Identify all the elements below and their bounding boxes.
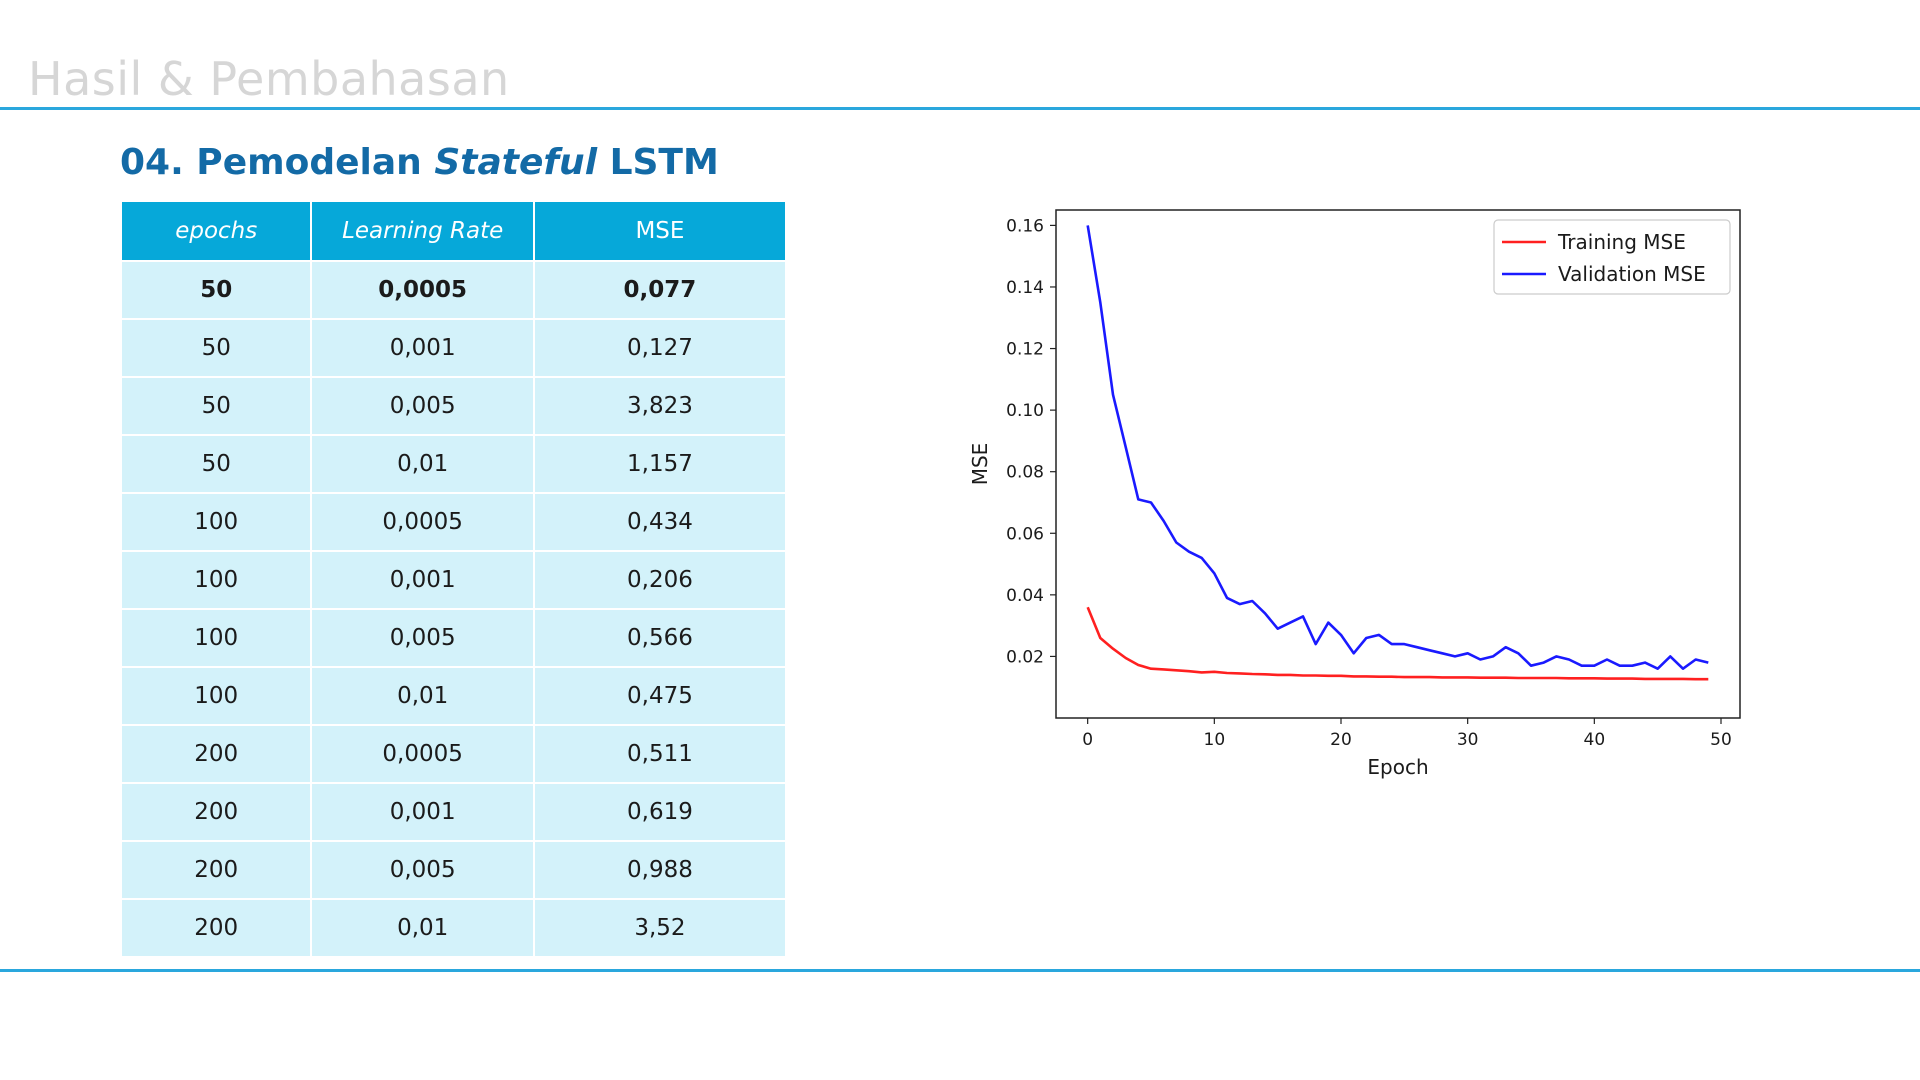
cell-learning-rate: 0,001 — [310, 318, 535, 378]
heading-italic: Stateful — [434, 142, 598, 183]
cell-learning-rate: 0,005 — [310, 840, 535, 900]
header-epochs: epochs — [119, 200, 313, 262]
cell-learning-rate: 0,01 — [310, 434, 535, 494]
cell-learning-rate: 0,0005 — [310, 724, 535, 784]
header-mse: MSE — [532, 200, 788, 262]
series-line-validation-mse — [1086, 225, 1709, 671]
table-row: 50 0,01 1,157 — [119, 434, 788, 494]
legend-label: Validation MSE — [1558, 262, 1706, 286]
cell-learning-rate: 0,005 — [310, 376, 535, 436]
series-line-training-mse — [1086, 606, 1709, 681]
cell-mse: 3,52 — [532, 898, 788, 958]
cell-epochs: 200 — [119, 898, 313, 958]
table-header-row: epochs Learning Rate MSE — [119, 200, 788, 262]
x-tick-label: 50 — [1710, 730, 1732, 750]
table-row: 200 0,0005 0,511 — [119, 724, 788, 784]
x-tick-label: 0 — [1082, 730, 1093, 750]
cell-epochs: 50 — [119, 434, 313, 494]
cell-epochs: 50 — [119, 376, 313, 436]
cell-mse: 0,988 — [532, 840, 788, 900]
cell-mse: 0,566 — [532, 608, 788, 668]
cell-mse: 0,077 — [532, 260, 788, 320]
cell-epochs: 200 — [119, 782, 313, 842]
cell-mse: 1,157 — [532, 434, 788, 494]
heading-prefix: 04. Pemodelan — [120, 142, 435, 183]
x-axis-label: Epoch — [1367, 755, 1428, 779]
x-tick-label: 30 — [1457, 730, 1479, 750]
table-row: 200 0,005 0,988 — [119, 840, 788, 900]
cell-learning-rate: 0,001 — [310, 550, 535, 610]
cell-learning-rate: 0,005 — [310, 608, 535, 668]
cell-epochs: 100 — [119, 608, 313, 668]
table-row: 200 0,01 3,52 — [119, 898, 788, 958]
table-row: 50 0,0005 0,077 — [119, 260, 788, 320]
y-tick-label: 0.14 — [1006, 278, 1044, 298]
bottom-divider — [0, 969, 1920, 972]
table-row: 50 0,001 0,127 — [119, 318, 788, 378]
table-row: 100 0,01 0,475 — [119, 666, 788, 726]
x-tick-label: 10 — [1204, 730, 1226, 750]
cell-epochs: 200 — [119, 724, 313, 784]
y-tick-label: 0.06 — [1006, 524, 1044, 544]
cell-epochs: 50 — [119, 318, 313, 378]
section-heading: 04. Pemodelan Stateful LSTM — [120, 142, 719, 183]
table-row: 100 0,001 0,206 — [119, 550, 788, 610]
y-tick-label: 0.10 — [1006, 401, 1044, 421]
cell-mse: 0,206 — [532, 550, 788, 610]
cell-learning-rate: 0,001 — [310, 782, 535, 842]
x-tick-label: 20 — [1330, 730, 1352, 750]
cell-epochs: 200 — [119, 840, 313, 900]
y-tick-label: 0.12 — [1006, 340, 1044, 360]
table-row: 100 0,0005 0,434 — [119, 492, 788, 552]
cell-mse: 0,619 — [532, 782, 788, 842]
results-table: epochs Learning Rate MSE 50 0,0005 0,077… — [119, 200, 788, 958]
cell-learning-rate: 0,01 — [310, 898, 535, 958]
top-divider — [0, 107, 1920, 110]
cell-mse: 0,511 — [532, 724, 788, 784]
cell-mse: 0,475 — [532, 666, 788, 726]
cell-epochs: 100 — [119, 550, 313, 610]
legend-label: Training MSE — [1557, 230, 1686, 254]
table-row: 50 0,005 3,823 — [119, 376, 788, 436]
cell-epochs: 100 — [119, 666, 313, 726]
table-row: 200 0,001 0,619 — [119, 782, 788, 842]
y-axis-label: MSE — [968, 443, 992, 486]
y-tick-label: 0.02 — [1006, 647, 1044, 667]
cell-epochs: 50 — [119, 260, 313, 320]
y-tick-label: 0.04 — [1006, 586, 1044, 606]
cell-mse: 3,823 — [532, 376, 788, 436]
cell-mse: 0,434 — [532, 492, 788, 552]
cell-learning-rate: 0,01 — [310, 666, 535, 726]
y-tick-label: 0.08 — [1006, 463, 1044, 483]
cell-mse: 0,127 — [532, 318, 788, 378]
legend-box — [1493, 219, 1731, 295]
mse-line-chart: 0.02 0.04 0.06 0.08 0.10 0.12 0.14 0.16 0 10 20 30 4… — [968, 209, 1741, 779]
cell-learning-rate: 0,0005 — [310, 492, 535, 552]
y-tick-label: 0.16 — [1006, 216, 1044, 236]
x-tick-label: 40 — [1584, 730, 1606, 750]
cell-epochs: 100 — [119, 492, 313, 552]
table-row: 100 0,005 0,566 — [119, 608, 788, 668]
plot-frame — [1055, 209, 1741, 719]
slide-title: Hasil & Pembahasan — [28, 52, 510, 106]
cell-learning-rate: 0,0005 — [310, 260, 535, 320]
heading-suffix: LSTM — [597, 142, 719, 183]
header-learning-rate: Learning Rate — [310, 200, 535, 262]
